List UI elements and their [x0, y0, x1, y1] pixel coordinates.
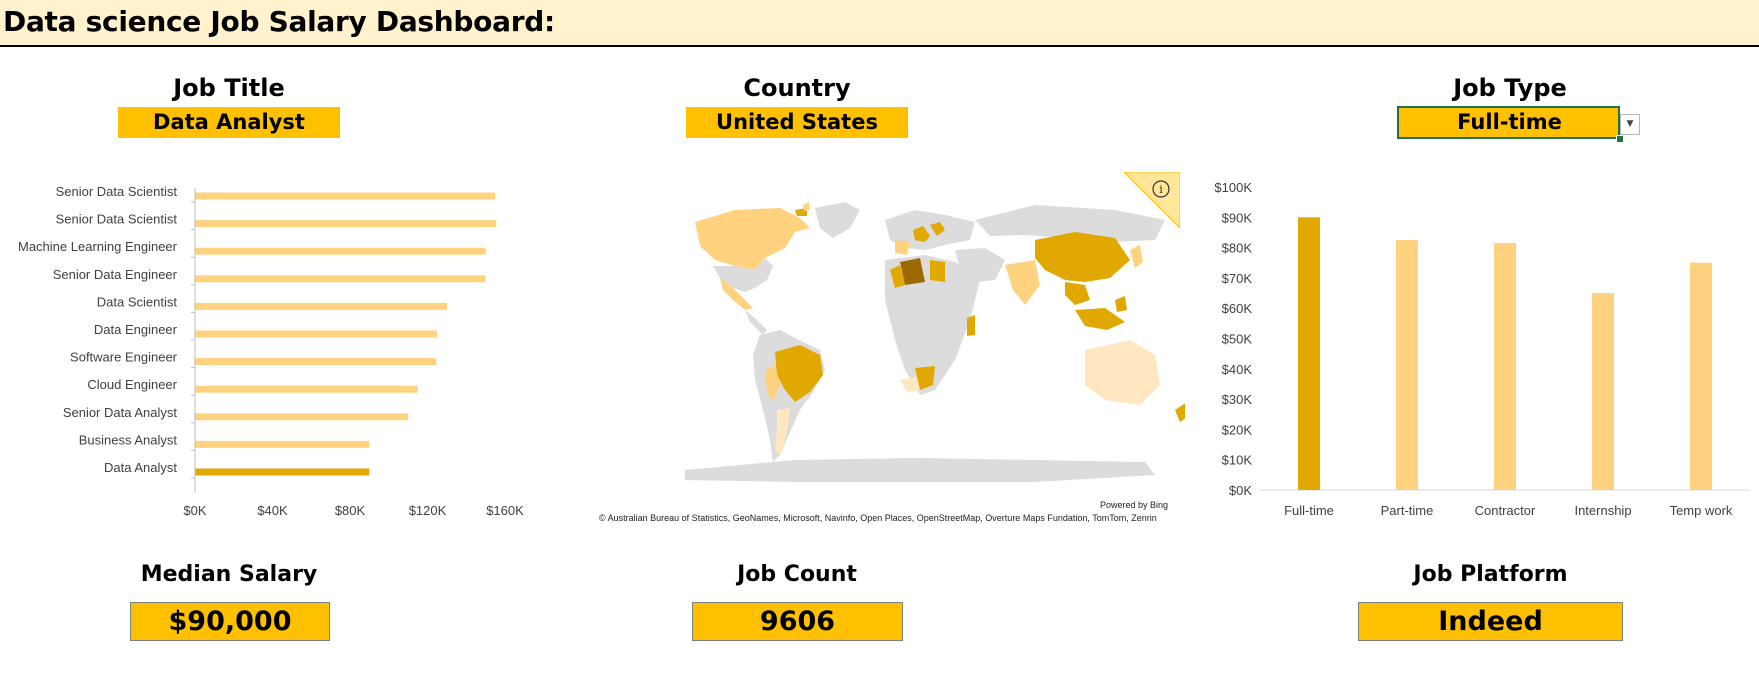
bar-10	[195, 468, 370, 476]
y-tick-3: $30K	[1222, 392, 1253, 407]
job-count-value: 9606	[692, 602, 903, 641]
bar-label-0: Senior Data Scientist	[56, 184, 178, 199]
job-title-filter[interactable]: Data Analyst	[118, 107, 340, 138]
bar-label-9: Business Analyst	[79, 432, 178, 447]
job-platform-label: Job Platform	[1413, 562, 1568, 587]
bar-0	[195, 192, 496, 200]
x-tick-2: $80K	[335, 503, 366, 518]
column-1	[1396, 240, 1418, 490]
median-salary-value: $90,000	[130, 602, 330, 641]
bar-label-4: Data Scientist	[97, 294, 178, 309]
column-label-2: Contractor	[1475, 503, 1536, 518]
column-label-3: Internship	[1574, 503, 1631, 518]
job-count-label: Job Count	[737, 562, 857, 587]
bar-label-3: Senior Data Engineer	[53, 267, 178, 282]
x-tick-3: $120K	[409, 503, 447, 518]
job-type-salary-chart: Full-time Part-time Contractor Internship Te…	[1214, 180, 1750, 518]
bar-2	[195, 247, 486, 255]
y-tick-1: $10K	[1222, 453, 1253, 468]
bar-9	[195, 440, 370, 448]
x-tick-4: $160K	[486, 503, 524, 518]
y-tick-9: $90K	[1222, 210, 1253, 225]
title-bar: Data science Job Salary Dashboard:	[0, 0, 1759, 47]
cell-fill-handle[interactable]	[1616, 135, 1624, 143]
y-tick-2: $20K	[1222, 422, 1253, 437]
median-salary-label: Median Salary	[140, 562, 318, 587]
cell-selection-border	[1397, 106, 1620, 139]
map-attribution: © Australian Bureau of Statistics, GeoNa…	[599, 513, 1157, 523]
country-filter[interactable]: United States	[686, 107, 908, 138]
bar-label-1: Senior Data Scientist	[56, 212, 178, 227]
map-land	[685, 202, 1185, 482]
y-tick-7: $70K	[1222, 271, 1253, 286]
column-2	[1494, 243, 1516, 490]
y-tick-0: $0K	[1229, 483, 1252, 498]
svg-text:i: i	[1159, 183, 1163, 196]
job-type-label: Job Type	[1453, 74, 1567, 102]
info-icon[interactable]: i	[1124, 172, 1180, 228]
column-0	[1298, 217, 1320, 491]
column-label-0: Full-time	[1284, 503, 1334, 518]
bar-label-6: Software Engineer	[70, 350, 178, 365]
y-tick-4: $40K	[1222, 362, 1253, 377]
bar-7	[195, 385, 418, 393]
bar-1	[195, 220, 497, 228]
bar-5	[195, 330, 438, 338]
job-title-salary-chart: Senior Data Scientist Senior Data Scienti…	[18, 184, 524, 518]
bar-4	[195, 302, 447, 310]
y-tick-8: $80K	[1222, 241, 1253, 256]
map-credit: Powered by Bing	[1099, 500, 1168, 510]
y-tick-6: $60K	[1222, 301, 1253, 316]
column-4	[1690, 262, 1712, 490]
dashboard-title: Data science Job Salary Dashboard:	[3, 5, 555, 38]
column-label-4: Temp work	[1670, 503, 1733, 518]
dropdown-arrow-icon[interactable]: ▼	[1620, 114, 1640, 135]
country-label: Country	[743, 74, 851, 102]
bar-label-5: Data Engineer	[94, 322, 178, 337]
column-label-1: Part-time	[1381, 503, 1434, 518]
bar-label-8: Senior Data Analyst	[63, 405, 178, 420]
column-3	[1592, 293, 1614, 490]
bar-label-2: Machine Learning Engineer	[18, 239, 178, 254]
y-tick-5: $50K	[1222, 332, 1253, 347]
bar-3	[195, 275, 486, 283]
y-tick-10: $100K	[1214, 180, 1252, 195]
x-tick-0: $0K	[183, 503, 206, 518]
job-type-filter[interactable]: Full-time	[1399, 107, 1620, 138]
job-platform-value: Indeed	[1358, 602, 1623, 641]
job-title-label: Job Title	[173, 74, 285, 102]
x-tick-1: $40K	[257, 503, 288, 518]
bar-label-10: Data Analyst	[104, 460, 177, 475]
bar-8	[195, 413, 409, 421]
world-map[interactable]	[595, 170, 1185, 530]
bar-label-7: Cloud Engineer	[87, 377, 177, 392]
bar-6	[195, 358, 437, 366]
